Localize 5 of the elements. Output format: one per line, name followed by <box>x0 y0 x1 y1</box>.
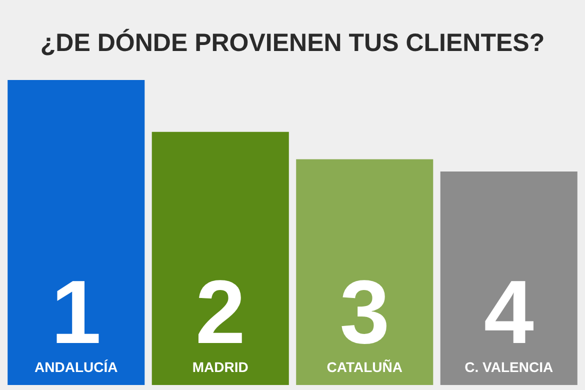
bar <box>440 172 578 385</box>
bar <box>8 80 145 385</box>
bar <box>152 132 289 385</box>
chart-title: ¿DE DÓNDE PROVIENEN TUS CLIENTES? <box>39 28 546 59</box>
bar <box>296 159 434 385</box>
